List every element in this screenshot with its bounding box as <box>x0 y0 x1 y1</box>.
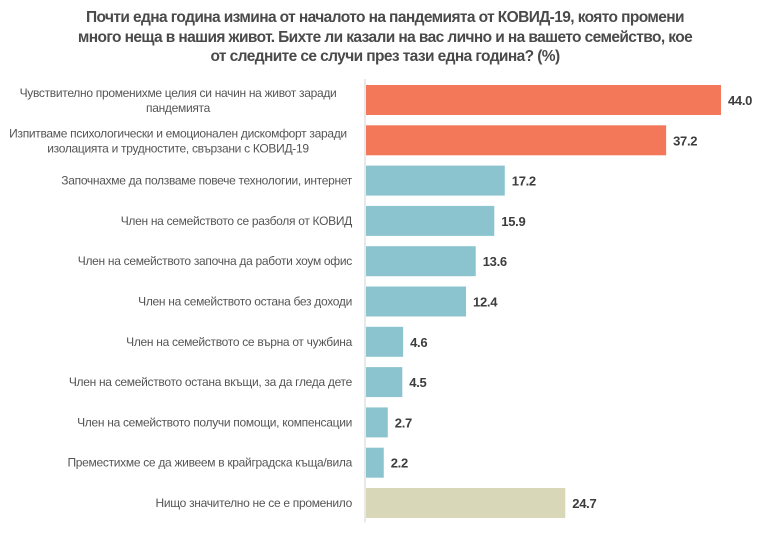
category-label: Член на семейството се върна от чужбина <box>126 335 352 349</box>
category-label: Изпитваме психологически и емоционален д… <box>9 126 347 140</box>
value-label: 15.9 <box>501 214 525 229</box>
value-label: 13.6 <box>483 254 507 269</box>
value-label: 2.7 <box>395 415 412 430</box>
category-label: Чувствително променихме целия си начин н… <box>20 86 337 100</box>
chart-title: Почти една година измина от началото на … <box>60 8 710 67</box>
bar <box>366 246 476 277</box>
category-label: Член на семейството остана без доходи <box>138 295 352 309</box>
bar <box>366 488 566 518</box>
value-label: 12.4 <box>473 295 498 310</box>
value-label: 4.5 <box>409 375 426 390</box>
value-label: 24.7 <box>572 496 596 511</box>
bar <box>366 326 404 357</box>
category-label: изолацията и трудностите, свързани с КОВ… <box>47 141 309 155</box>
category-label: Член на семейството получи помощи, компе… <box>77 415 352 429</box>
chart-title-line: от следните се случи през тази една годи… <box>210 48 560 65</box>
bar <box>366 125 667 156</box>
value-label: 17.2 <box>512 174 536 189</box>
value-label: 44.0 <box>728 93 752 108</box>
bar <box>366 205 495 236</box>
bar <box>366 165 505 196</box>
category-label: Член на семейството започна да работи хо… <box>78 254 353 268</box>
category-label: Член на семейството се разболя от КОВИД <box>121 214 352 228</box>
bar <box>366 85 721 115</box>
category-label: Нищо значително не се е променило <box>155 496 352 510</box>
value-label: 2.2 <box>391 456 408 471</box>
value-label: 4.6 <box>410 335 427 350</box>
bar <box>366 447 384 478</box>
chart-title-line: много неща в нашия живот. Бихте ли казал… <box>77 28 693 46</box>
bar <box>366 407 388 438</box>
category-label: пандемията <box>146 101 211 115</box>
category-label: Преместихме се да живеем в крайградска к… <box>67 456 352 470</box>
category-label: Член на семейството остана вкъщи, за да … <box>69 375 353 389</box>
category-label: Започнахме да ползваме повече технологии… <box>61 174 352 188</box>
bar <box>366 367 403 398</box>
value-label: 37.2 <box>673 133 697 148</box>
chart-title-line: Почти една година измина от началото на … <box>85 9 685 26</box>
bar <box>366 286 467 317</box>
